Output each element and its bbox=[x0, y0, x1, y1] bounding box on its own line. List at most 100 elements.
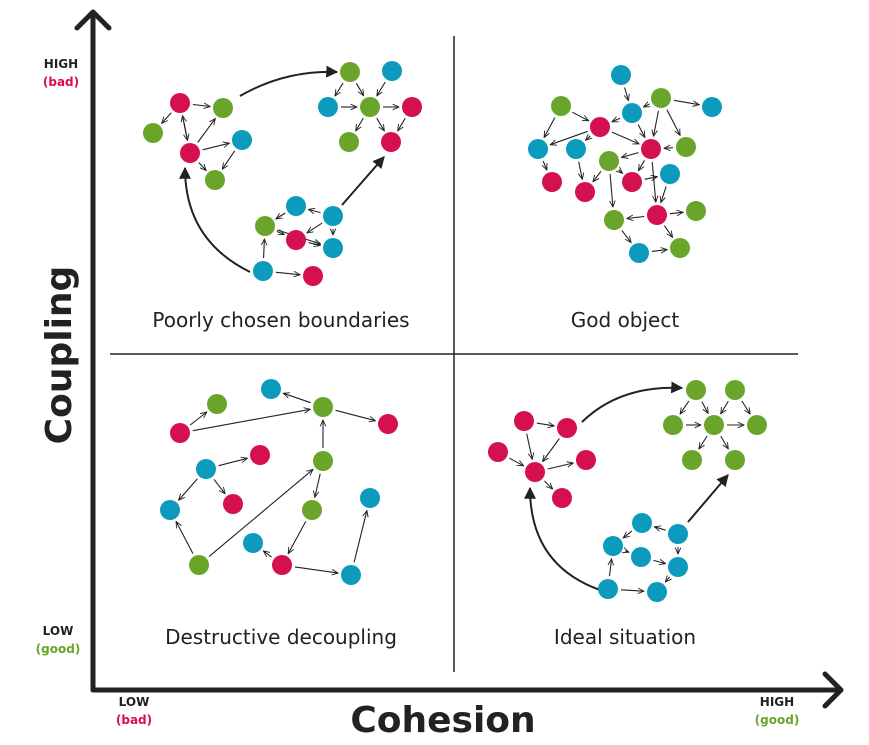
poorly-chosen-boundaries-node bbox=[382, 61, 402, 81]
god-object-edge bbox=[579, 161, 583, 180]
poorly-chosen-boundaries-node bbox=[303, 266, 323, 286]
destructive-decoupling-edge bbox=[213, 478, 225, 493]
god-object-node bbox=[641, 139, 661, 159]
destructive-decoupling-edge bbox=[294, 566, 338, 573]
ideal-situation-node bbox=[686, 380, 706, 400]
y-high-note: (bad) bbox=[43, 75, 79, 89]
destructive-decoupling-node bbox=[302, 500, 322, 520]
ideal-situation-edge bbox=[680, 400, 690, 414]
ideal-situation-edge bbox=[623, 530, 633, 538]
poorly-chosen-boundaries-edge bbox=[276, 212, 286, 219]
god-object-edge bbox=[625, 87, 629, 101]
destructive-decoupling-edge bbox=[176, 522, 194, 554]
god-object-node bbox=[599, 151, 619, 171]
god-object-edge bbox=[593, 170, 602, 181]
ideal-situation-module-dependency-arrow bbox=[581, 381, 684, 423]
poorly-chosen-boundaries-edge bbox=[355, 83, 363, 95]
poorly-chosen-boundaries-node bbox=[381, 132, 401, 152]
poorly-chosen-boundaries-node bbox=[232, 130, 252, 150]
edges-layer bbox=[162, 65, 750, 591]
nodes-layer bbox=[143, 61, 767, 602]
destructive-decoupling-node bbox=[243, 533, 263, 553]
poorly-chosen-boundaries-edge bbox=[222, 150, 236, 169]
poorly-chosen-boundaries-edge bbox=[335, 82, 344, 96]
god-object-node bbox=[647, 205, 667, 225]
ideal-situation-node bbox=[525, 462, 545, 482]
poorly-chosen-boundaries-edge bbox=[377, 81, 386, 96]
poorly-chosen-boundaries-node bbox=[340, 62, 360, 82]
ideal-situation-node bbox=[647, 582, 667, 602]
quadrant-label-ideal-situation: Ideal situation bbox=[554, 625, 696, 649]
poorly-chosen-boundaries-edge bbox=[356, 117, 364, 131]
destructive-decoupling-edge bbox=[283, 393, 311, 404]
ideal-situation-node bbox=[598, 579, 618, 599]
god-object-edge bbox=[550, 130, 588, 144]
god-object-edge bbox=[586, 136, 591, 140]
destructive-decoupling-node bbox=[378, 414, 398, 434]
god-object-edge bbox=[666, 109, 680, 136]
y-axis-title: Coupling bbox=[39, 266, 80, 445]
destructive-decoupling-node bbox=[272, 555, 292, 575]
ideal-situation-node bbox=[682, 450, 702, 470]
god-object-node bbox=[590, 117, 610, 137]
x-high-label: HIGH bbox=[760, 695, 794, 709]
poorly-chosen-boundaries-node bbox=[143, 123, 163, 143]
god-object-node bbox=[622, 172, 642, 192]
god-object-node bbox=[604, 210, 624, 230]
y-low-label: LOW bbox=[43, 624, 74, 638]
destructive-decoupling-node bbox=[313, 397, 333, 417]
god-object-node bbox=[676, 137, 696, 157]
poorly-chosen-boundaries-edge bbox=[264, 239, 265, 259]
god-object-edge bbox=[663, 225, 672, 238]
poorly-chosen-boundaries-node bbox=[339, 132, 359, 152]
ideal-situation-node bbox=[576, 450, 596, 470]
destructive-decoupling-node bbox=[261, 379, 281, 399]
poorly-chosen-boundaries-module-dependency-arrow bbox=[341, 156, 385, 206]
god-object-edge bbox=[612, 118, 621, 123]
poorly-chosen-boundaries-node bbox=[213, 98, 233, 118]
destructive-decoupling-node bbox=[223, 494, 243, 514]
ideal-situation-node bbox=[557, 418, 577, 438]
destructive-decoupling-node bbox=[189, 555, 209, 575]
poorly-chosen-boundaries-edge bbox=[276, 231, 284, 234]
x-low-note: (bad) bbox=[116, 713, 152, 727]
ideal-situation-edge bbox=[620, 590, 644, 591]
god-object-edge bbox=[673, 99, 699, 104]
god-object-node bbox=[542, 172, 562, 192]
poorly-chosen-boundaries-edge bbox=[308, 243, 321, 246]
ideal-situation-node bbox=[488, 442, 508, 462]
ideal-situation-edge bbox=[720, 435, 729, 449]
ideal-situation-edge bbox=[536, 423, 554, 426]
x-high-note: (good) bbox=[755, 713, 800, 727]
god-object-node bbox=[551, 96, 571, 116]
ideal-situation-node bbox=[663, 415, 683, 435]
god-object-node bbox=[651, 88, 671, 108]
poorly-chosen-boundaries-edge bbox=[198, 162, 206, 171]
god-object-edge bbox=[621, 230, 631, 242]
poorly-chosen-boundaries-node bbox=[205, 170, 225, 190]
ideal-situation-node bbox=[668, 557, 688, 577]
y-low-note: (good) bbox=[36, 642, 81, 656]
ideal-situation-edge bbox=[526, 433, 533, 460]
destructive-decoupling-node bbox=[207, 394, 227, 414]
ideal-situation-edge bbox=[625, 551, 629, 552]
ideal-situation-edge bbox=[653, 560, 666, 563]
poorly-chosen-boundaries-edge bbox=[181, 115, 188, 141]
ideal-situation-module-dependency-arrow bbox=[524, 486, 601, 591]
god-object-node bbox=[670, 238, 690, 258]
poorly-chosen-boundaries-node bbox=[402, 97, 422, 117]
god-object-edge bbox=[544, 117, 556, 138]
x-low-label: LOW bbox=[119, 695, 150, 709]
ideal-situation-node bbox=[631, 547, 651, 567]
destructive-decoupling-edge bbox=[179, 478, 198, 500]
god-object-edge bbox=[651, 161, 656, 202]
destructive-decoupling-node bbox=[341, 565, 361, 585]
destructive-decoupling-edge bbox=[218, 458, 248, 467]
god-object-node bbox=[575, 182, 595, 202]
destructive-decoupling-edge bbox=[263, 551, 272, 558]
destructive-decoupling-edge bbox=[189, 412, 207, 426]
poorly-chosen-boundaries-edge bbox=[376, 117, 385, 131]
ideal-situation-node bbox=[704, 415, 724, 435]
quadrant-dividers bbox=[110, 36, 798, 672]
